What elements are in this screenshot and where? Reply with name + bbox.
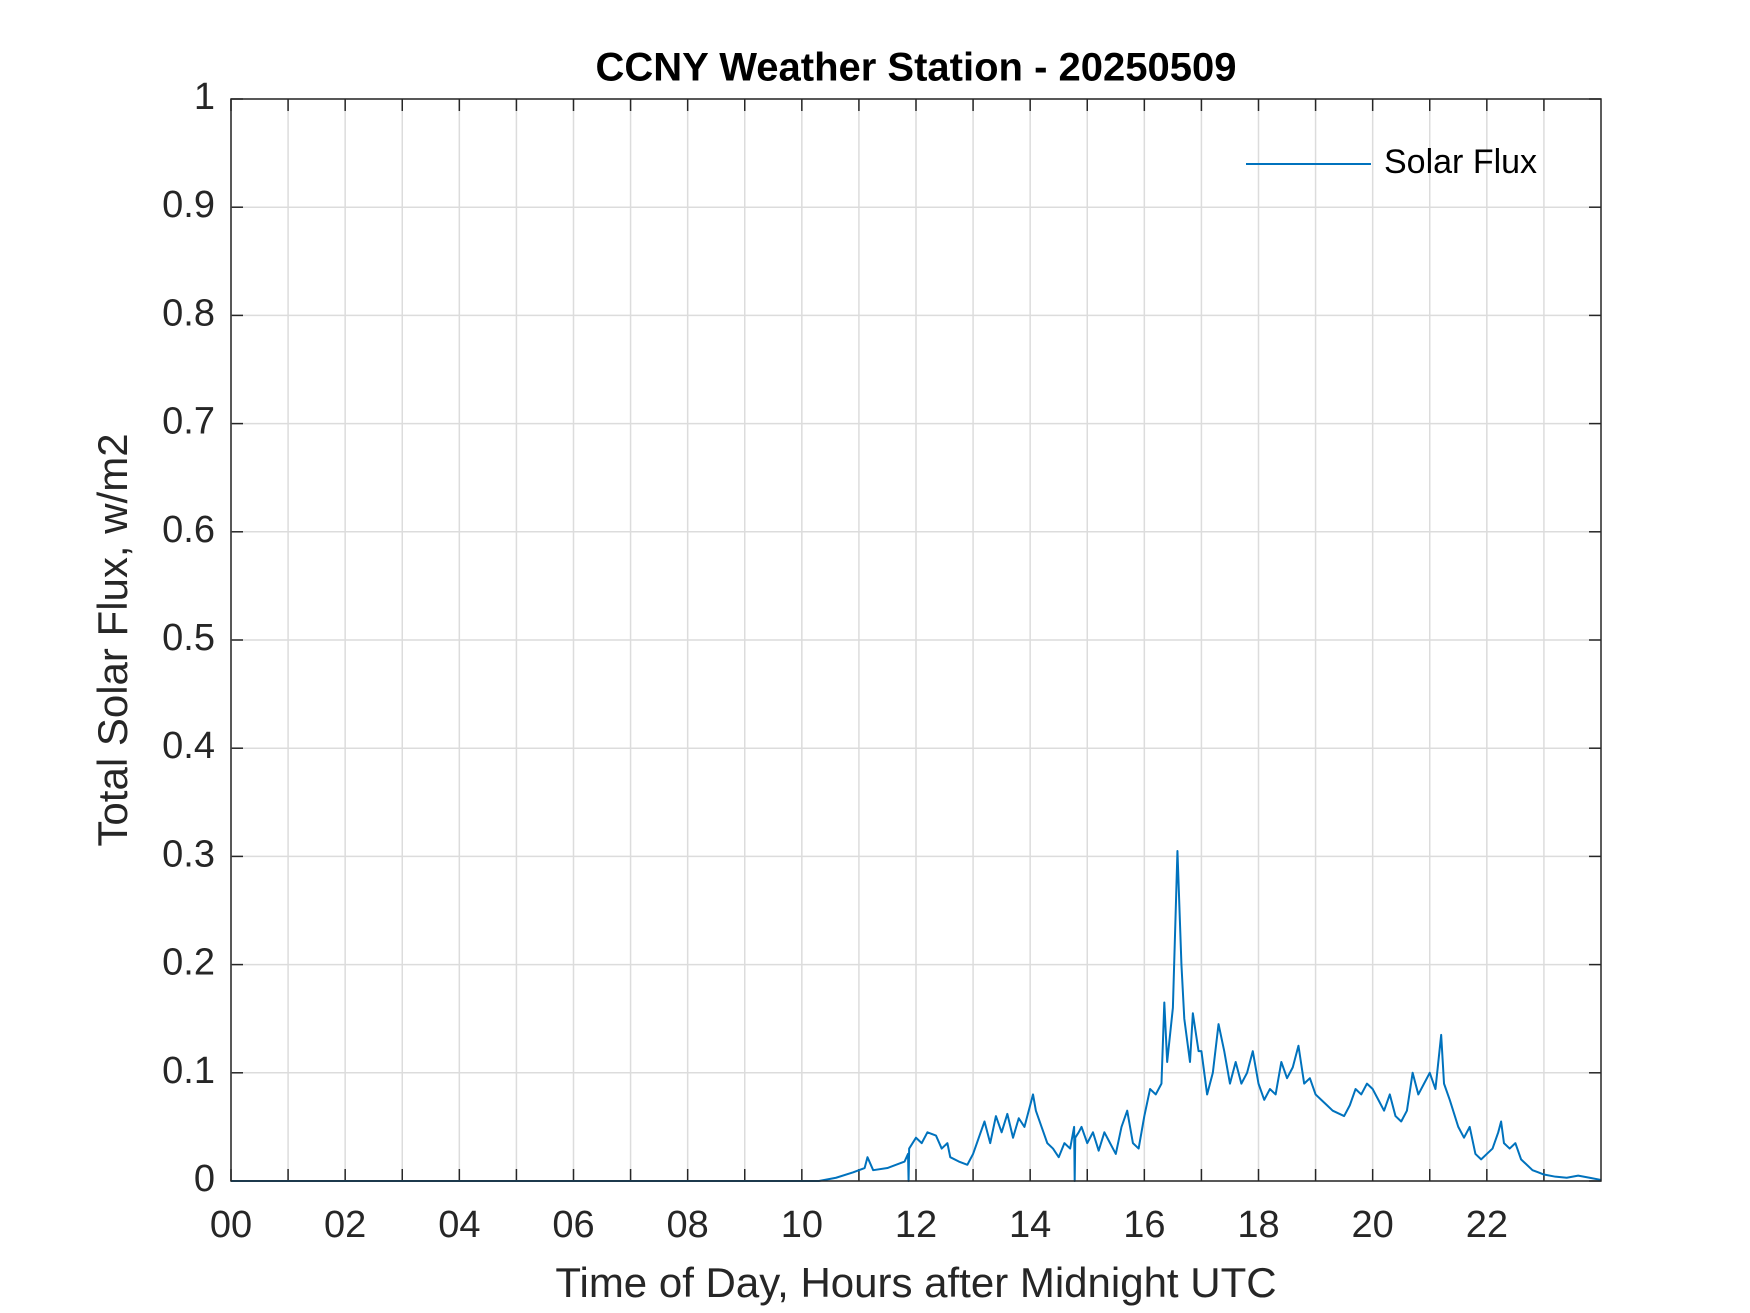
- y-tick-label: 0.9: [162, 184, 215, 226]
- y-tick-label: 0.3: [162, 833, 215, 875]
- y-tick-label: 0.8: [162, 292, 215, 334]
- y-tick-label: 1: [194, 76, 215, 118]
- x-tick-label: 10: [781, 1204, 823, 1246]
- x-tick-label: 18: [1237, 1204, 1279, 1246]
- axes-box: [230, 98, 1602, 1182]
- x-tick-label: 08: [667, 1204, 709, 1246]
- data-line: [231, 849, 1602, 1182]
- x-tick-label: 20: [1352, 1204, 1394, 1246]
- x-axis-label: Time of Day, Hours after Midnight UTC: [555, 1259, 1276, 1306]
- x-tick-label: 00: [210, 1204, 252, 1246]
- x-tick-label: 12: [895, 1204, 937, 1246]
- y-tick-label: 0.1: [162, 1050, 215, 1092]
- y-tick-label: 0.6: [162, 509, 215, 551]
- y-tick-label: 0: [194, 1158, 215, 1200]
- x-tick-label: 16: [1123, 1204, 1165, 1246]
- x-tick-label: 04: [438, 1204, 480, 1246]
- x-tick-label: 02: [324, 1204, 366, 1246]
- chart-title: CCNY Weather Station - 20250509: [596, 46, 1237, 90]
- x-tick-label: 06: [552, 1204, 594, 1246]
- y-tick-label: 0.4: [162, 725, 215, 767]
- y-axis-label: Total Solar Flux, w/m2: [89, 433, 136, 846]
- y-tick-label: 0.7: [162, 401, 215, 443]
- y-tick-label: 0.2: [162, 942, 215, 984]
- x-tick-label: 14: [1009, 1204, 1051, 1246]
- y-tick-label: 0.5: [162, 617, 215, 659]
- legend-label: Solar Flux: [1384, 143, 1537, 181]
- x-tick-label: 22: [1466, 1204, 1508, 1246]
